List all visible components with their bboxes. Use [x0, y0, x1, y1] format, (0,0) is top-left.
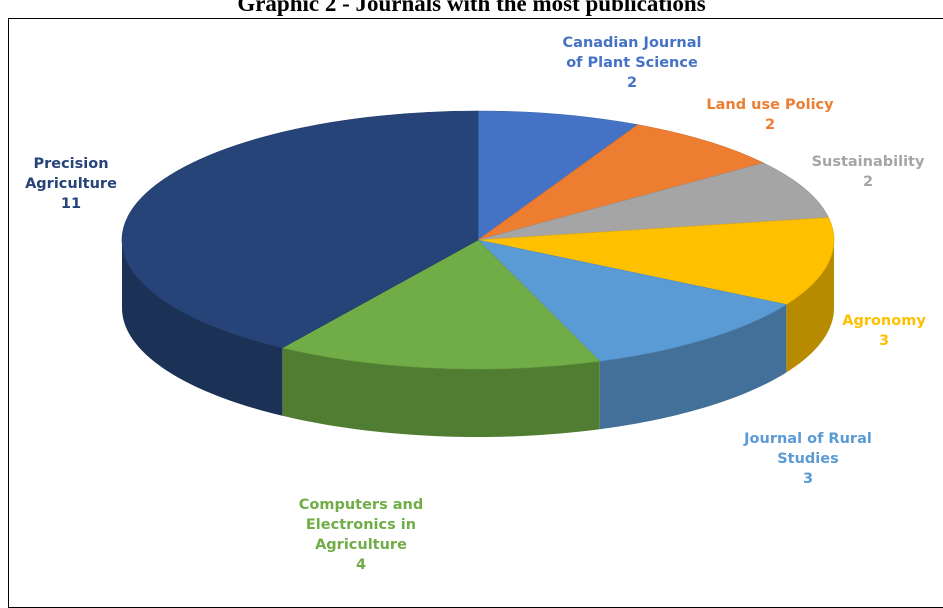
- slice-1: [477, 124, 765, 241]
- data-label-1: Land use Policy 2: [706, 97, 834, 133]
- data-label-2: Sustainability 2: [812, 154, 925, 190]
- chart-title: Graphic 2 - Journals with the most publi…: [237, 0, 706, 16]
- slice-0: [477, 110, 639, 241]
- slice-4: [477, 239, 788, 362]
- slice-side-5: [282, 347, 600, 437]
- slice-2: [477, 162, 830, 241]
- data-label-0: Canadian Journal of Plant Science 2: [563, 35, 702, 91]
- slice-5: [281, 239, 601, 370]
- data-label-6: Precision Agriculture 11: [25, 156, 117, 212]
- data-label-4: Journal of Rural Studies 3: [743, 431, 872, 487]
- slice-side-4: [599, 304, 787, 430]
- slice-side-6: [122, 240, 283, 416]
- slice-3: [477, 217, 835, 305]
- data-label-3: Agronomy 3: [842, 313, 926, 349]
- slice-6: [121, 110, 479, 349]
- data-label-5: Computers and Electronics in Agriculture 4: [299, 497, 424, 573]
